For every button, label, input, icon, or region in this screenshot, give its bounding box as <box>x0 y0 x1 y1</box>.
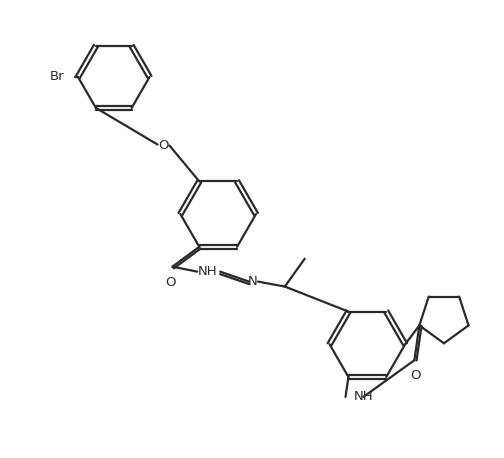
Text: O: O <box>410 369 421 382</box>
Text: N: N <box>248 275 258 288</box>
Text: NH: NH <box>353 390 373 403</box>
Text: Br: Br <box>49 71 64 83</box>
Text: O: O <box>165 276 176 289</box>
Text: NH: NH <box>198 265 217 278</box>
Text: O: O <box>158 139 169 152</box>
